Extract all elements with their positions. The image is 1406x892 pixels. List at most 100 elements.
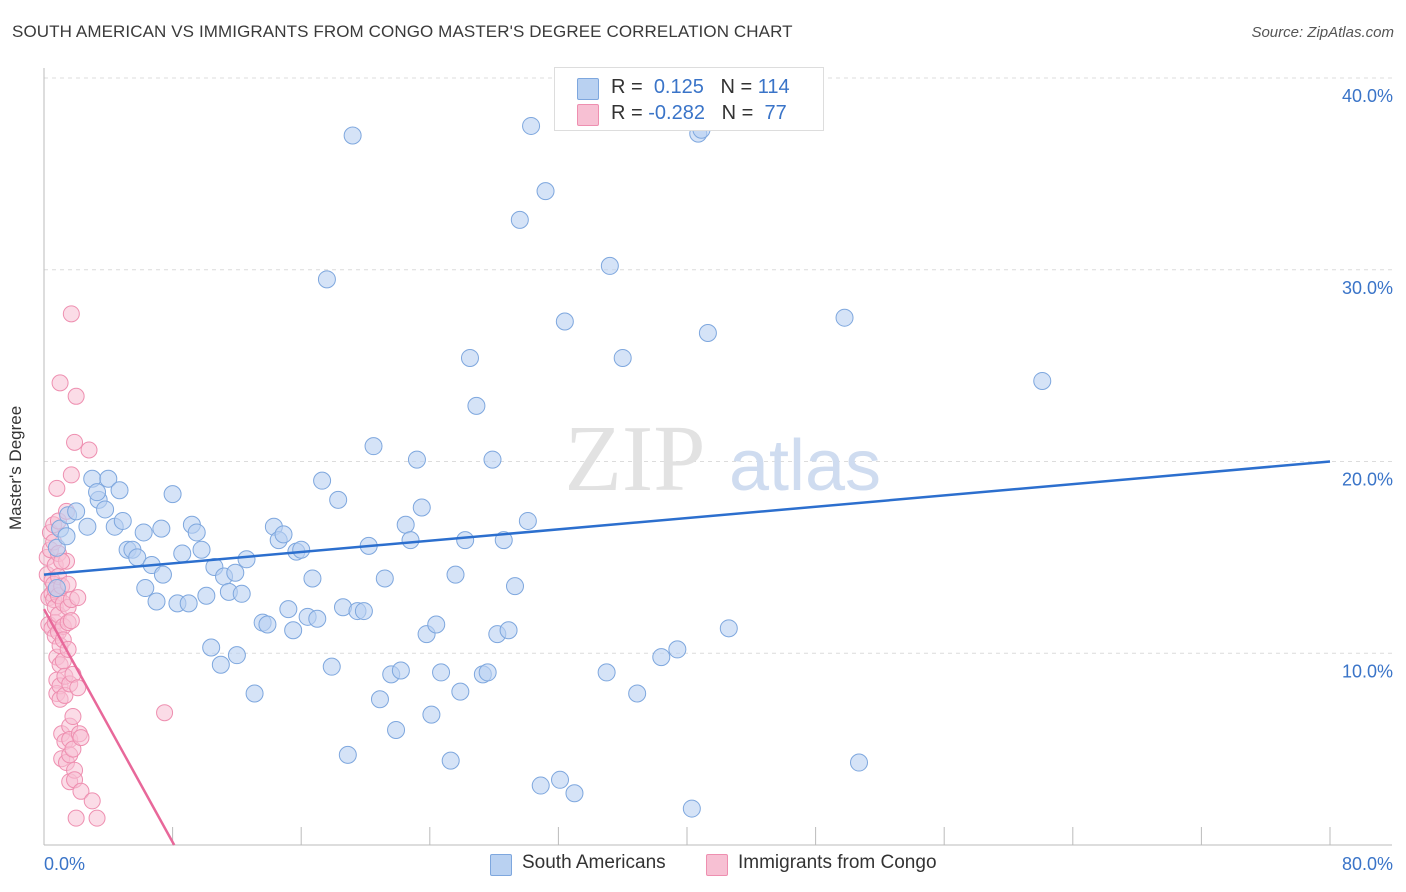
south-american-point-102 — [628, 684, 647, 703]
south-american-point-92 — [518, 511, 537, 530]
south-american-point-112 — [1033, 371, 1052, 390]
south-american-trend-line — [43, 460, 1331, 576]
correlation-legend: R = 0.125 N = 114 R = -0.282 N = 77 — [554, 67, 824, 131]
south-american-point-6 — [78, 517, 97, 536]
south-american-point-60 — [343, 126, 362, 145]
congo-point-66 — [67, 387, 85, 405]
congo-point-67 — [69, 589, 87, 607]
south-american-point-43 — [258, 615, 277, 634]
south-american-point-72 — [407, 450, 426, 469]
south-american-point-47 — [279, 600, 298, 619]
south-american-point-32 — [202, 638, 221, 657]
bottom-legend-label-1: South Americans — [522, 852, 666, 873]
south-american-point-70 — [396, 515, 415, 534]
legend-r-label-1: R = — [611, 76, 643, 98]
south-american-point-88 — [494, 531, 513, 550]
south-american-point-65 — [370, 690, 389, 709]
south-american-point-26 — [173, 544, 192, 563]
south-american-point-9 — [88, 483, 107, 502]
bottom-legend-label-2: Immigrants from Congo — [738, 852, 937, 873]
south-american-point-104 — [668, 640, 687, 659]
south-american-point-73 — [412, 498, 431, 517]
south-american-point-46 — [274, 525, 293, 544]
congo-point-32 — [51, 374, 69, 392]
congo-point-70 — [72, 782, 90, 800]
congo-point-65 — [67, 809, 85, 827]
y-tick-label-1: 20.0% — [1342, 470, 1393, 490]
south-american-point-79 — [446, 565, 465, 584]
south-american-point-11 — [99, 469, 118, 488]
south-american-point-62 — [354, 602, 373, 621]
south-american-point-83 — [467, 396, 486, 415]
watermark: ZIP atlas — [565, 407, 882, 511]
south-american-point-103 — [652, 648, 671, 667]
south-american-point-101 — [613, 348, 632, 367]
south-american-point-80 — [451, 682, 470, 701]
south-american-point-29 — [187, 523, 206, 542]
south-american-point-21 — [147, 592, 166, 611]
south-american-point-3 — [57, 527, 76, 546]
south-american-point-10 — [96, 500, 115, 519]
south-american-point-38 — [227, 646, 246, 665]
south-american-point-54 — [313, 471, 332, 490]
south-american-point-77 — [432, 663, 451, 682]
south-american-point-97 — [555, 312, 574, 331]
y-tick-label-2: 30.0% — [1342, 278, 1393, 298]
south-american-point-52 — [303, 569, 322, 588]
south-american-point-13 — [110, 481, 129, 500]
south-american-point-81 — [456, 531, 475, 550]
south-american-point-19 — [136, 579, 155, 598]
south-american-point-100 — [600, 256, 619, 275]
south-american-point-48 — [284, 621, 303, 640]
congo-point-72 — [80, 441, 98, 459]
south-american-point-69 — [391, 661, 410, 680]
congo-point-71 — [72, 729, 90, 747]
south-american-point-53 — [308, 609, 327, 628]
south-american-point-27 — [179, 594, 198, 613]
south-american-point-99 — [597, 663, 616, 682]
legend-r-value-1: 0.125 — [653, 76, 704, 98]
x-tick-label-0: 0.0% — [44, 854, 85, 874]
south-american-point-56 — [322, 657, 341, 676]
south-american-point-18 — [134, 523, 153, 542]
south-american-point-78 — [441, 751, 460, 770]
south-american-point-30 — [192, 540, 211, 559]
south-american-point-23 — [153, 565, 172, 584]
legend-n-label-2: N = — [721, 102, 754, 124]
south-american-point-5 — [67, 502, 86, 521]
south-american-point-68 — [387, 720, 406, 739]
legend-n-value-2: 77 — [764, 102, 787, 124]
south-american-point-22 — [152, 519, 171, 538]
south-american-point-71 — [401, 531, 420, 550]
south-american-point-86 — [483, 450, 502, 469]
south-american-point-40 — [237, 550, 256, 569]
chart-title: SOUTH AMERICAN VS IMMIGRANTS FROM CONGO … — [12, 22, 793, 41]
legend-swatch-pink — [577, 104, 599, 126]
congo-point-21 — [48, 479, 66, 497]
watermark-zip: ZIP — [565, 407, 706, 511]
bottom-legend-swatch-pink — [706, 854, 728, 876]
south-american-point-37 — [226, 563, 245, 582]
south-american-point-89 — [499, 621, 518, 640]
south-american-point-66 — [375, 569, 394, 588]
south-american-point-91 — [510, 210, 529, 229]
south-american-point-55 — [317, 270, 336, 289]
congo-point-56 — [62, 466, 80, 484]
south-american-points — [47, 116, 1052, 818]
legend-n-value-1: 114 — [757, 76, 790, 98]
south-american-point-93 — [522, 116, 541, 135]
legend-n-label-1: N = — [720, 76, 753, 98]
south-american-point-75 — [422, 705, 441, 724]
south-american-point-0 — [47, 579, 66, 598]
south-american-point-85 — [478, 663, 497, 682]
south-american-point-31 — [197, 586, 216, 605]
south-american-point-110 — [835, 308, 854, 327]
legend-r-value-2: -0.282 — [648, 102, 705, 124]
south-american-point-82 — [460, 348, 479, 367]
congo-point-73 — [83, 792, 101, 810]
congo-point-75 — [156, 704, 174, 722]
y-tick-label-3: 40.0% — [1342, 86, 1393, 106]
south-american-point-64 — [364, 437, 383, 456]
south-american-point-94 — [531, 776, 550, 795]
